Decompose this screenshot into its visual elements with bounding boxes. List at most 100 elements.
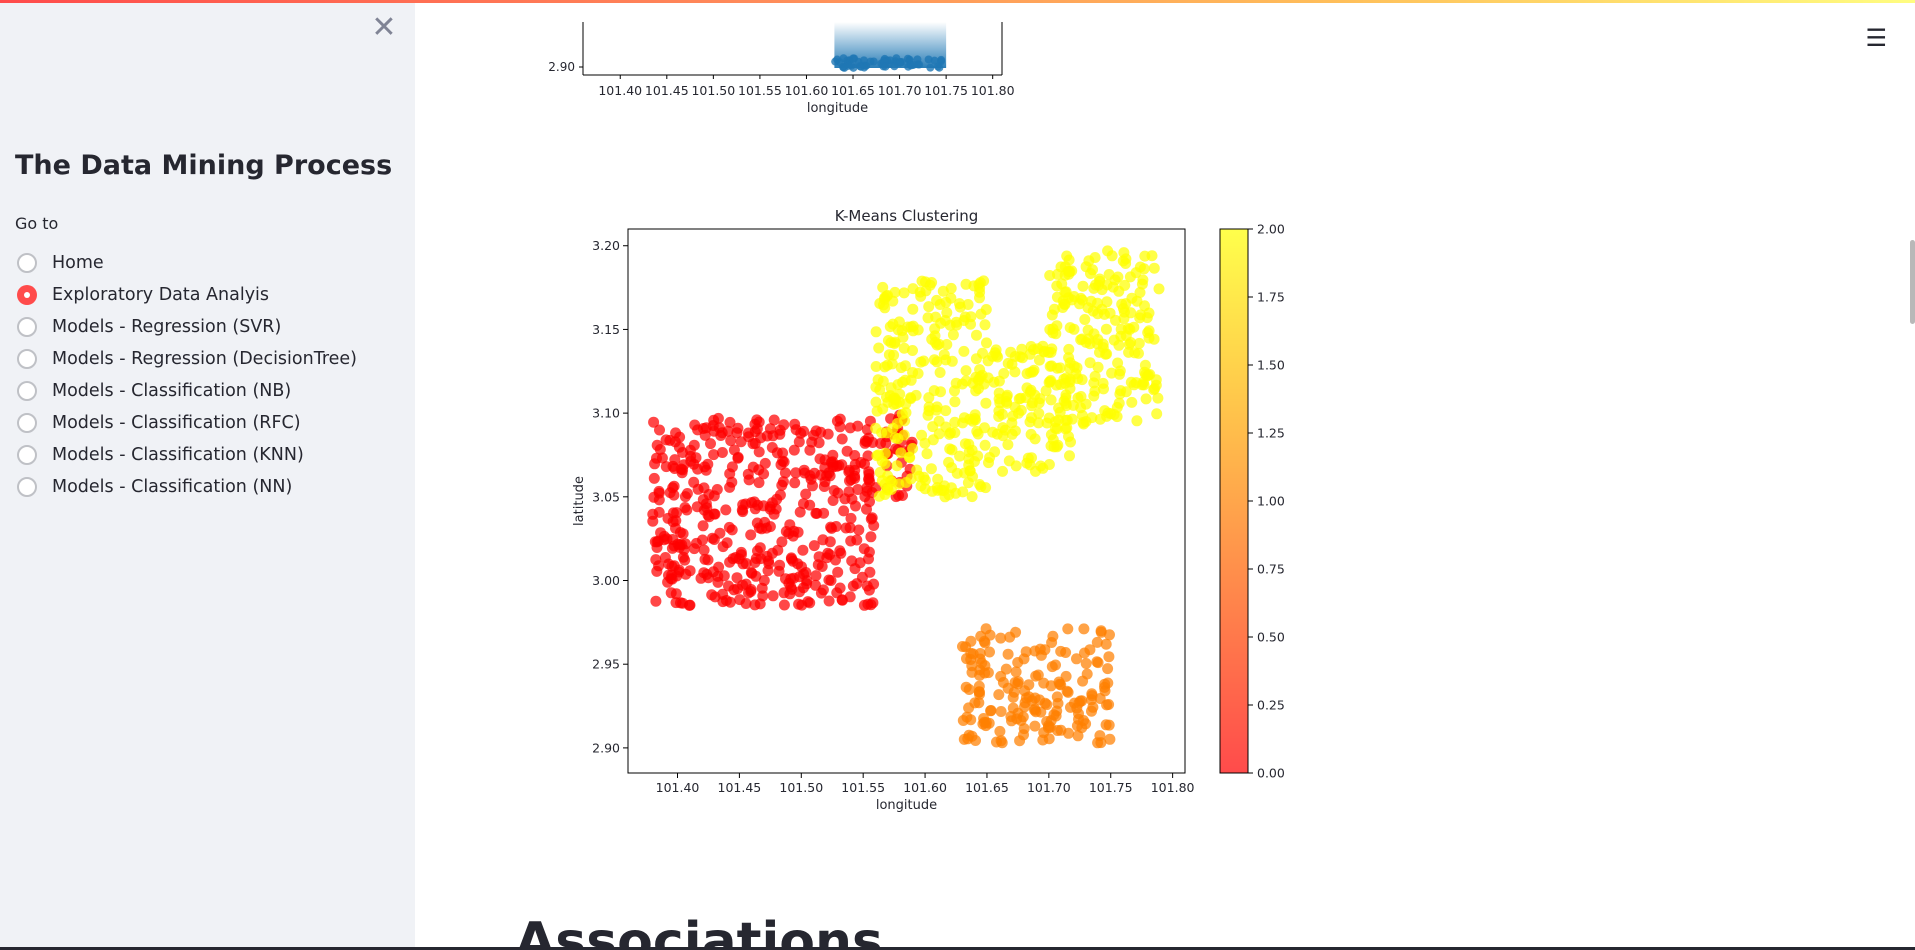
cluster-0-point	[766, 442, 778, 453]
cluster-0-point	[663, 558, 675, 570]
cluster-0-point	[753, 477, 765, 489]
nav-option-4[interactable]: Models - Regression (DecisionTree)	[17, 343, 357, 375]
radio-unselected-icon[interactable]	[17, 253, 37, 273]
colorbar-tick-label: 1.75	[1257, 290, 1285, 305]
cluster-1-point	[1010, 666, 1022, 678]
cluster-1-point	[1062, 623, 1074, 635]
cluster-0-point	[811, 507, 823, 519]
cluster-2-point	[1151, 408, 1163, 420]
cluster-0-point	[805, 473, 817, 485]
cluster-2-point	[910, 389, 922, 401]
cluster-0-point	[812, 559, 824, 571]
radio-unselected-icon[interactable]	[17, 349, 37, 369]
cluster-2-point	[1029, 433, 1041, 445]
radio-unselected-icon[interactable]	[17, 413, 37, 433]
cluster-2-point	[1046, 343, 1058, 355]
radio-unselected-icon[interactable]	[17, 445, 37, 465]
cluster-2-point	[870, 396, 882, 408]
cluster-0-point	[813, 551, 825, 563]
cluster-0-point	[756, 523, 768, 535]
cluster-2-point	[923, 301, 935, 313]
cluster-1-point	[1043, 733, 1055, 745]
cluster-2-point	[1148, 262, 1160, 274]
cluster-2-point	[1006, 417, 1018, 429]
cluster-2-point	[989, 347, 1001, 359]
hamburger-menu-icon[interactable]: ☰	[1865, 24, 1887, 52]
cluster-0-point	[774, 424, 786, 436]
cluster-2-point	[877, 375, 889, 387]
cluster-1-point	[1103, 651, 1115, 663]
nav-option-7[interactable]: Models - Classification (KNN)	[17, 439, 357, 471]
chart1-x-tick-label: 101.75	[924, 83, 968, 98]
cluster-2-point	[889, 432, 901, 444]
radio-unselected-icon[interactable]	[17, 317, 37, 337]
radio-selected-icon[interactable]	[17, 285, 37, 305]
cluster-0-point	[690, 537, 702, 549]
cluster-1-point	[1005, 711, 1017, 722]
colorbar	[1219, 228, 1249, 774]
chart1-point	[924, 55, 933, 64]
cluster-2-point	[1097, 377, 1109, 389]
cluster-0-point	[779, 467, 791, 479]
cluster-0-point	[778, 599, 790, 611]
cluster-2-point	[1063, 343, 1075, 355]
cluster-0-point	[789, 477, 801, 489]
cluster-2-point	[873, 342, 885, 354]
cluster-0-point	[852, 484, 864, 495]
chart1-x-axis-label: longitude	[807, 101, 868, 116]
cluster-2-point	[1030, 465, 1041, 477]
cluster-0-point	[794, 506, 806, 518]
cluster-2-point	[1094, 413, 1106, 425]
cluster-2-point	[1077, 280, 1089, 292]
nav-option-2[interactable]: Exploratory Data Analyis	[17, 279, 357, 311]
colorbar-tick-label: 2.00	[1257, 222, 1285, 237]
cluster-0-point	[856, 571, 868, 583]
y-tick-label: 3.10	[592, 406, 620, 421]
cluster-0-point	[875, 438, 887, 449]
nav-option-8[interactable]: Models - Classification (NN)	[17, 471, 357, 503]
cluster-0-point	[724, 468, 736, 480]
nav-option-3[interactable]: Models - Regression (SVR)	[17, 311, 357, 343]
cluster-1-point	[1030, 670, 1042, 682]
cluster-0-point	[777, 447, 789, 459]
nav-option-6[interactable]: Models - Classification (RFC)	[17, 407, 357, 439]
cluster-2-point	[954, 298, 965, 310]
cluster-2-point	[1131, 295, 1143, 307]
cluster-2-point	[890, 398, 902, 410]
chart1-point	[890, 62, 899, 71]
cluster-2-point	[915, 290, 927, 302]
cluster-0-point	[708, 566, 719, 578]
bottom-edge	[0, 947, 1915, 950]
cluster-2-point	[900, 407, 912, 419]
cluster-2-point	[970, 353, 982, 365]
cluster-0-point	[705, 438, 716, 450]
cluster-1-point	[1104, 629, 1115, 641]
cluster-1-point	[1002, 682, 1014, 694]
cluster-2-point	[966, 491, 978, 503]
cluster-2-point	[1120, 253, 1132, 265]
radio-unselected-icon[interactable]	[17, 477, 37, 497]
cluster-2-point	[979, 319, 991, 331]
cluster-0-point	[861, 503, 872, 515]
scrollbar[interactable]	[1910, 240, 1915, 324]
nav-option-5[interactable]: Models - Classification (NB)	[17, 375, 357, 407]
cluster-0-point	[758, 575, 770, 586]
cluster-0-point	[798, 498, 809, 510]
nav-option-label: Models - Classification (NB)	[52, 381, 292, 401]
cluster-0-point	[870, 482, 882, 494]
cluster-2-point	[870, 326, 882, 338]
radio-unselected-icon[interactable]	[17, 381, 37, 401]
cluster-0-point	[752, 545, 763, 557]
nav-option-1[interactable]: Home	[17, 247, 357, 279]
cluster-2-point	[933, 338, 945, 350]
cluster-0-point	[867, 437, 879, 448]
cluster-0-point	[662, 576, 674, 588]
cluster-2-point	[923, 392, 935, 404]
close-icon[interactable]: ✕	[371, 10, 397, 45]
cluster-2-point	[962, 477, 974, 489]
cluster-2-point	[1003, 455, 1015, 467]
cluster-1-point	[963, 702, 975, 714]
cluster-0-point	[804, 444, 816, 456]
cluster-0-point	[792, 558, 804, 570]
cluster-1-point	[957, 641, 968, 652]
